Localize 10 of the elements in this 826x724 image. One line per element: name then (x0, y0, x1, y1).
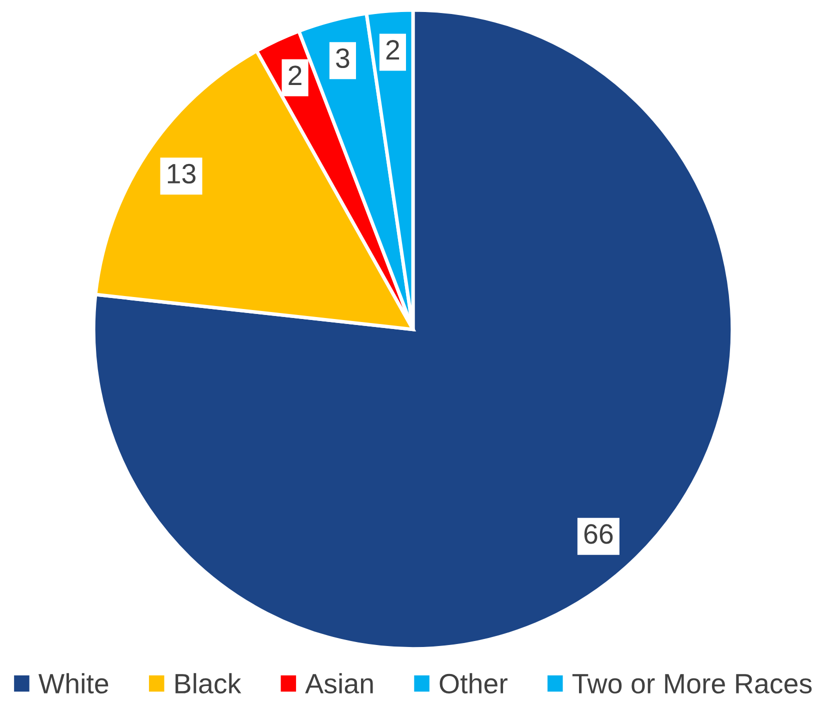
legend-label: Other (440, 673, 508, 694)
data-label: 13 (168, 164, 196, 184)
legend-label: Asian (305, 673, 373, 694)
data-label: 2 (386, 40, 400, 60)
data-label: 66 (584, 524, 613, 544)
data-label: 3 (336, 48, 350, 68)
legend-label: Two or More Races (572, 674, 812, 694)
legend-label: Black (176, 673, 242, 694)
data-label: 2 (288, 66, 302, 85)
legend-label: White (38, 673, 108, 694)
